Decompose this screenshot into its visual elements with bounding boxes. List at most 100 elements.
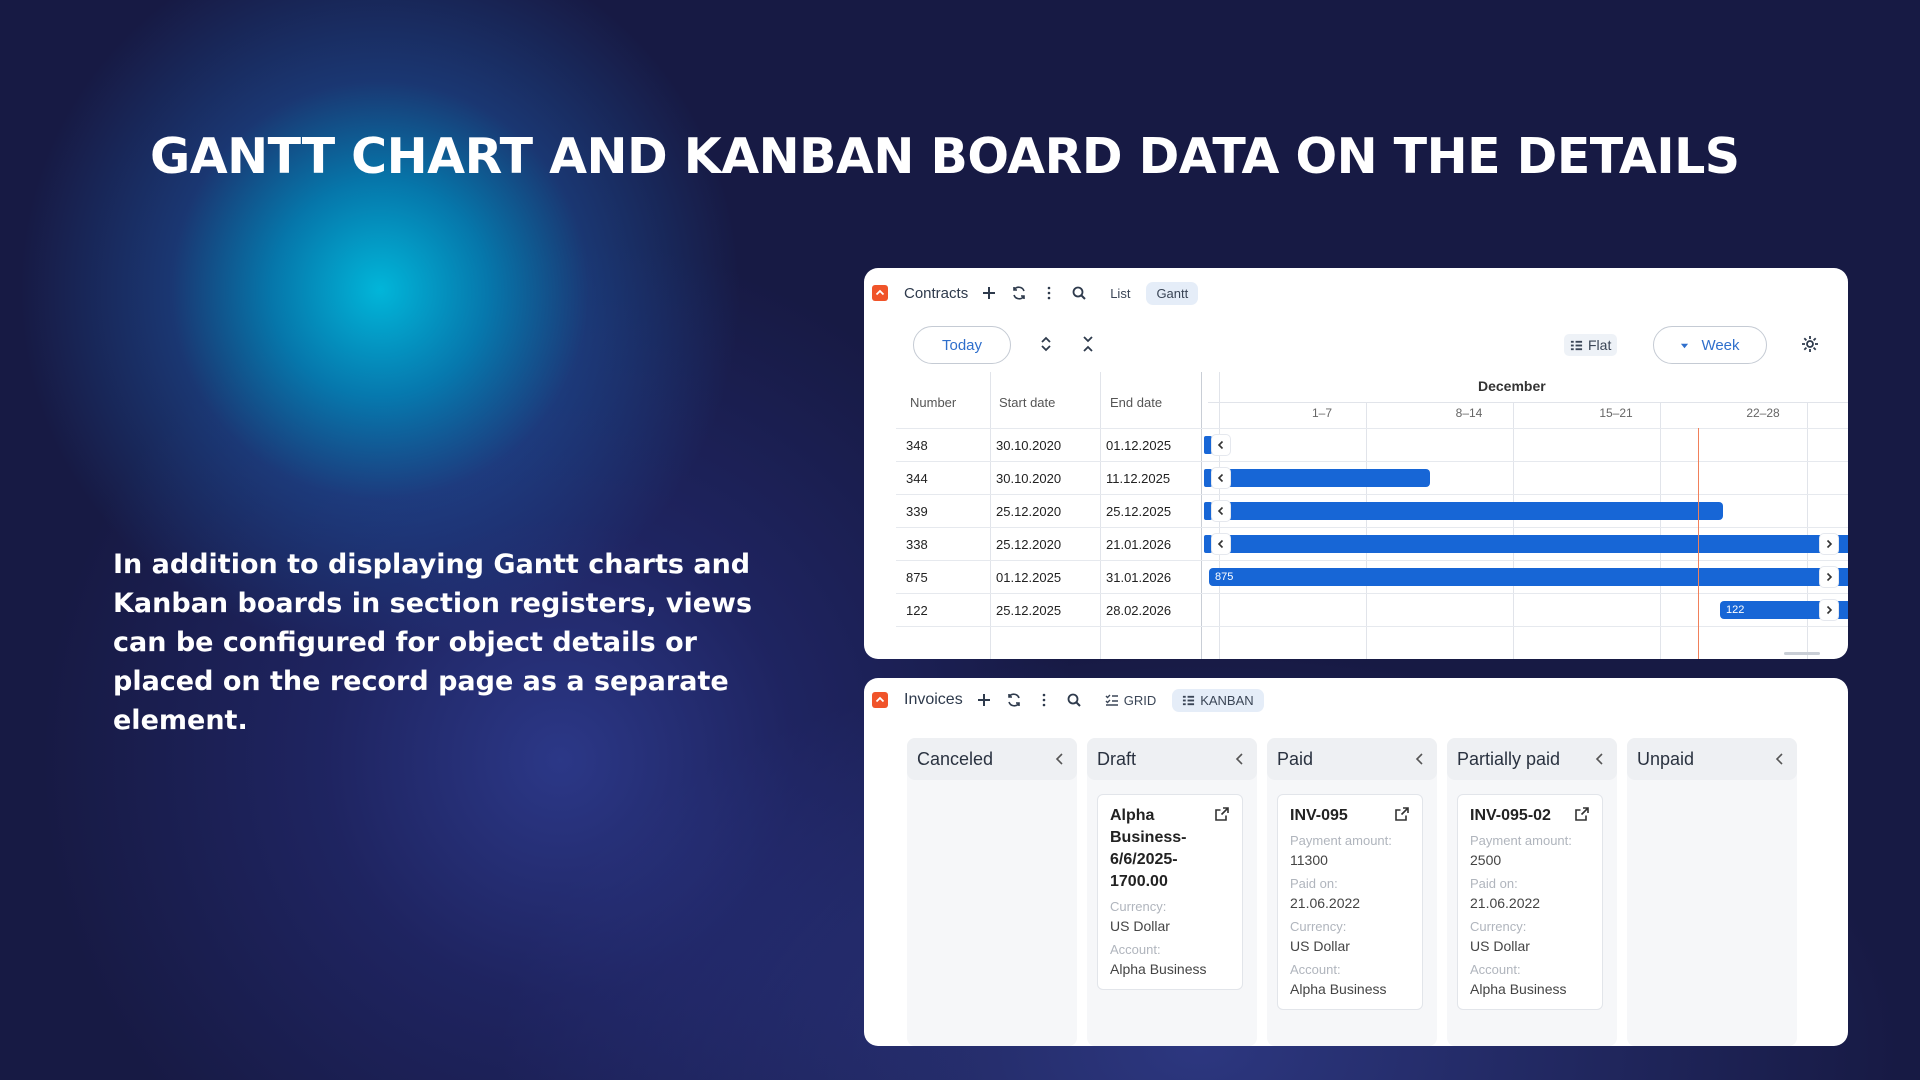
row-number: 875 — [906, 570, 928, 585]
row-end-date: 01.12.2025 — [1106, 438, 1172, 453]
row-number: 348 — [906, 438, 928, 453]
more-icon[interactable] — [1035, 691, 1053, 709]
field-value: 21.06.2022 — [1470, 895, 1541, 911]
description-text: In addition to displaying Gantt charts a… — [113, 549, 753, 736]
more-icon[interactable] — [1040, 284, 1058, 302]
column-divider — [1100, 372, 1101, 659]
gantt-bar[interactable] — [1204, 535, 1212, 553]
open-external-icon[interactable] — [1574, 806, 1590, 822]
gantt-bar[interactable]: 875 — [1209, 568, 1848, 586]
chevron-left-icon[interactable] — [1053, 752, 1067, 766]
tab-list[interactable]: List — [1110, 285, 1131, 301]
tab-kanban-label: KANBAN — [1200, 692, 1254, 708]
gantt-bar[interactable] — [1204, 502, 1212, 520]
chevron-right-icon[interactable] — [1820, 600, 1838, 620]
add-icon[interactable] — [980, 284, 998, 302]
chevron-left-icon[interactable] — [1773, 752, 1787, 766]
add-icon[interactable] — [975, 691, 993, 709]
scale-dropdown[interactable]: Week — [1653, 326, 1767, 364]
chevron-left-icon[interactable] — [1212, 468, 1230, 488]
table-row[interactable]: 338 25.12.2020 21.01.2026 — [896, 527, 1848, 560]
row-end-date: 31.01.2026 — [1106, 570, 1172, 585]
search-icon[interactable] — [1065, 691, 1083, 709]
gantt-bar[interactable] — [1220, 535, 1848, 553]
gantt-bar[interactable] — [1220, 469, 1430, 487]
collapse-all-icon[interactable] — [1078, 334, 1098, 354]
flat-view-button[interactable]: Flat — [1564, 334, 1618, 356]
column-header: Canceled — [907, 738, 1077, 780]
table-row[interactable]: 344 30.10.2020 11.12.2025 — [896, 461, 1848, 494]
row-end-date: 25.12.2025 — [1106, 504, 1172, 519]
row-start-date: 25.12.2020 — [996, 537, 1062, 552]
tab-grid[interactable]: GRID — [1095, 689, 1167, 712]
chevron-right-icon[interactable] — [1820, 534, 1838, 554]
chevron-left-icon[interactable] — [1212, 435, 1230, 455]
kanban-board: Canceled Draft Alpha Business-6/6/2025-1… — [907, 738, 1837, 1046]
table-row[interactable]: 875 01.12.2025 31.01.2026 875 — [896, 560, 1848, 593]
row-start-date: 25.12.2020 — [996, 504, 1062, 519]
column-header: Draft — [1087, 738, 1257, 780]
open-external-icon[interactable] — [1214, 806, 1230, 822]
refresh-icon[interactable] — [1005, 691, 1023, 709]
search-icon[interactable] — [1070, 284, 1088, 302]
row-start-date: 01.12.2025 — [996, 570, 1062, 585]
today-button[interactable]: Today — [913, 326, 1011, 364]
column-header-end[interactable]: End date — [1110, 394, 1163, 410]
column-title: Paid — [1277, 748, 1314, 769]
kanban-card[interactable]: INV-095-02 Payment amount: 2500 Paid on:… — [1457, 794, 1603, 1010]
field-label: Paid on: — [1290, 876, 1338, 891]
gantt-bar[interactable] — [1204, 436, 1212, 454]
column-header: Paid — [1267, 738, 1437, 780]
field-label: Account: — [1110, 942, 1161, 957]
collapse-icon[interactable] — [872, 285, 888, 301]
table-row[interactable]: 348 30.10.2020 01.12.2025 — [896, 428, 1848, 461]
gantt-bar[interactable] — [1220, 502, 1723, 520]
grid-splitter[interactable] — [1201, 372, 1202, 659]
invoices-kanban-panel: Invoices GRID KANBAN Canceled Draft — [864, 678, 1848, 1046]
row-end-date: 21.01.2026 — [1106, 537, 1172, 552]
column-header-start[interactable]: Start date — [999, 394, 1056, 410]
chevron-left-icon[interactable] — [1413, 752, 1427, 766]
horizontal-scrollbar[interactable] — [1784, 652, 1820, 655]
today-marker — [1698, 428, 1699, 659]
week-label: 22–28 — [1746, 406, 1780, 420]
collapse-icon[interactable] — [872, 692, 888, 708]
refresh-icon[interactable] — [1010, 284, 1028, 302]
chevron-left-icon[interactable] — [1593, 752, 1607, 766]
week-label: 8–14 — [1455, 406, 1483, 420]
gantt-grid: Number Start date End date December 1–7 … — [896, 372, 1848, 659]
week-label: 1–7 — [1311, 406, 1333, 420]
chevron-left-icon[interactable] — [1233, 752, 1247, 766]
contracts-toolbar: Contracts List Gantt — [864, 268, 1848, 318]
table-row[interactable]: 339 25.12.2020 25.12.2025 — [896, 494, 1848, 527]
row-start-date: 30.10.2020 — [996, 438, 1062, 453]
column-header-number[interactable]: Number — [910, 394, 957, 410]
expand-icon[interactable] — [1036, 334, 1056, 354]
column-title: Unpaid — [1637, 748, 1695, 769]
row-number: 122 — [906, 603, 928, 618]
chevron-right-icon[interactable] — [1820, 567, 1838, 587]
gantt-bar[interactable]: 122 — [1720, 601, 1848, 619]
open-external-icon[interactable] — [1394, 806, 1410, 822]
month-label: December — [1478, 378, 1546, 394]
tab-gantt[interactable]: Gantt — [1146, 281, 1199, 305]
field-label: Currency: — [1470, 919, 1527, 934]
kanban-card[interactable]: Alpha Business-6/6/2025-1700.00 Currency… — [1097, 794, 1243, 990]
field-label: Account: — [1470, 962, 1521, 977]
kanban-card[interactable]: INV-095 Payment amount: 11300 Paid on: 2… — [1277, 794, 1423, 1010]
row-number: 338 — [906, 537, 928, 552]
field-label: Paid on: — [1470, 876, 1518, 891]
gear-icon[interactable] — [1800, 334, 1820, 354]
chevron-left-icon[interactable] — [1212, 534, 1230, 554]
column-title: Draft — [1097, 748, 1137, 769]
table-row[interactable]: 122 25.12.2025 28.02.2026 122 — [896, 593, 1848, 626]
field-value: US Dollar — [1110, 918, 1170, 934]
field-label: Account: — [1290, 962, 1341, 977]
scale-label: Week — [1701, 336, 1740, 354]
card-title: Alpha Business-6/6/2025-1700.00 — [1110, 807, 1187, 890]
chevron-left-icon[interactable] — [1212, 501, 1230, 521]
tab-grid-label: GRID — [1123, 692, 1157, 708]
tab-kanban[interactable]: KANBAN — [1172, 688, 1264, 712]
week-divider — [1366, 402, 1367, 659]
gantt-bar[interactable] — [1204, 469, 1212, 487]
